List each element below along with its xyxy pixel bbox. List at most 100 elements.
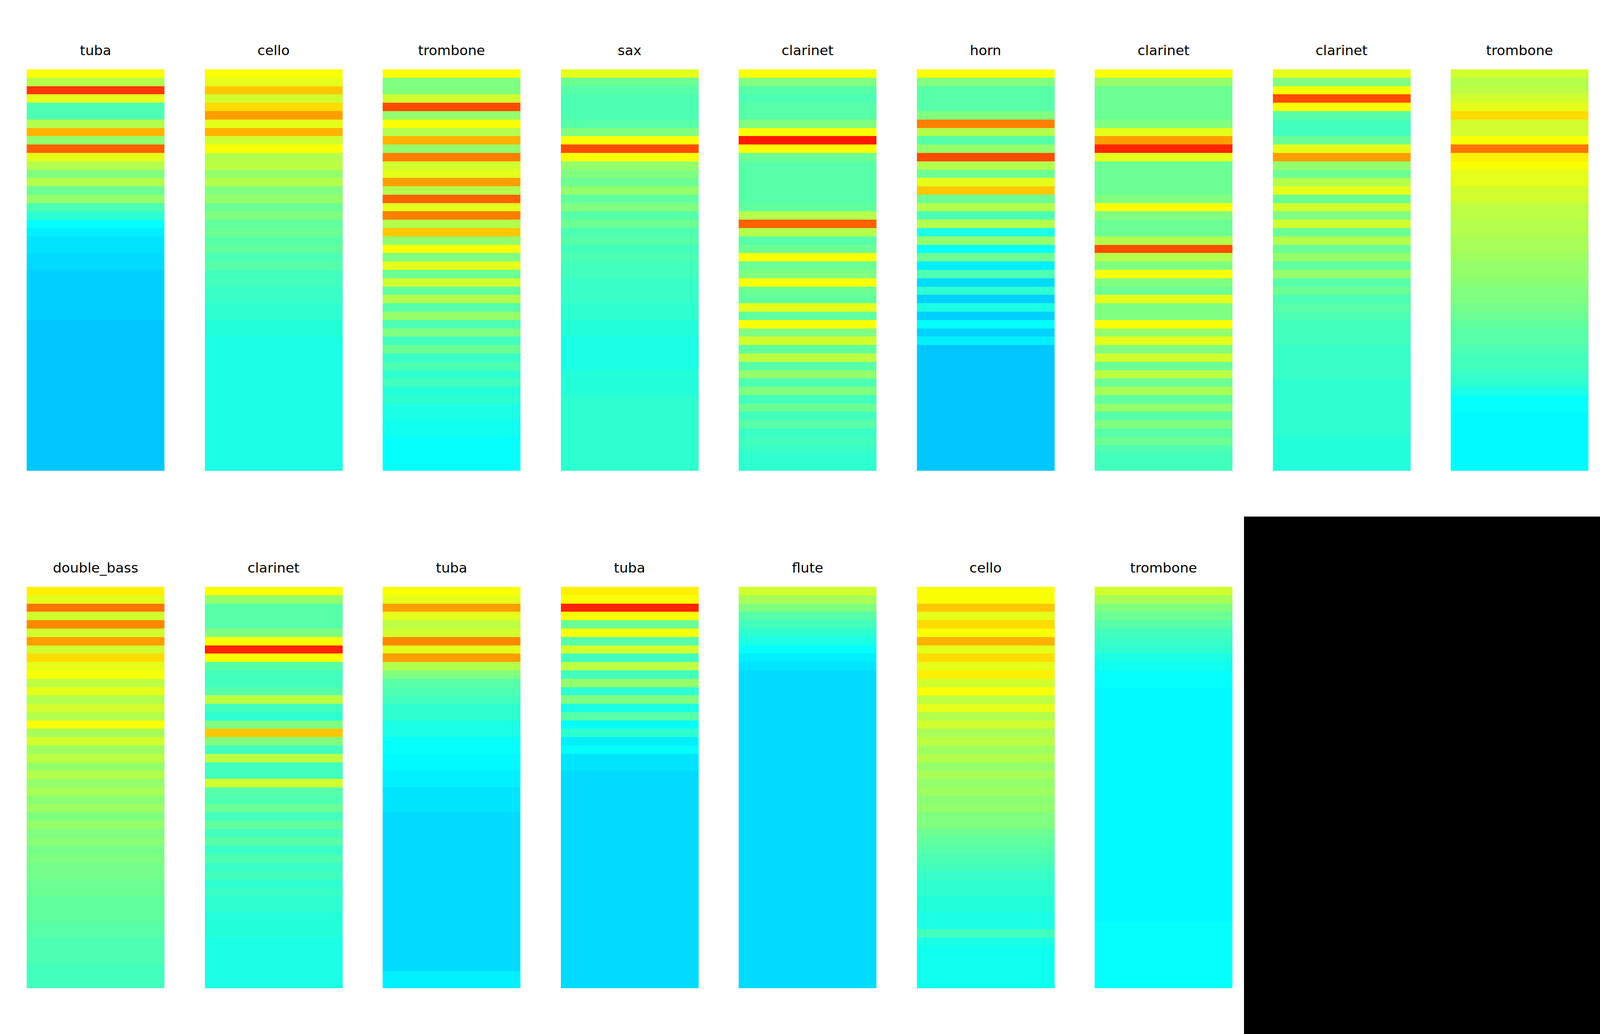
- heatmap-cell: [382, 403, 521, 412]
- heatmap-cell: [738, 228, 877, 237]
- heatmap-cell: [382, 311, 521, 320]
- panel: clarinet: [204, 559, 343, 988]
- panel-title: flute: [792, 559, 824, 576]
- heatmap-cell: [26, 228, 165, 237]
- heatmap-cell: [1450, 144, 1589, 153]
- heatmap-cell: [26, 278, 165, 287]
- heatmap-cell: [1094, 461, 1233, 471]
- heatmap-cell: [204, 219, 343, 228]
- heatmap-cell: [560, 353, 699, 362]
- heatmap-cell: [1450, 186, 1589, 195]
- heatmap-cell: [916, 586, 1055, 596]
- heatmap-cell: [1272, 144, 1411, 153]
- heatmap-cell: [560, 879, 699, 888]
- heatmap-cell: [1450, 294, 1589, 304]
- heatmap-cell: [1094, 303, 1233, 312]
- heatmap-cell: [26, 870, 165, 880]
- heatmap-cell: [1094, 937, 1233, 946]
- heatmap-cell: [916, 628, 1055, 637]
- heatmap-cell: [26, 703, 165, 712]
- heatmap-cell: [1272, 86, 1411, 95]
- heatmap-cell: [204, 77, 343, 87]
- heatmap-cell: [738, 928, 877, 938]
- heatmap-cell: [1094, 862, 1233, 871]
- heatmap-cell: [1450, 211, 1589, 220]
- heatmap-cell: [738, 661, 877, 671]
- heatmap-cell: [560, 144, 699, 153]
- heatmap-cell: [382, 203, 521, 212]
- heatmap-cell: [26, 403, 165, 412]
- heatmap-cell: [1450, 445, 1589, 454]
- heatmap-cell: [204, 261, 343, 270]
- heatmap-cell: [916, 595, 1055, 604]
- heatmap-cell: [916, 678, 1055, 688]
- heatmap-cell: [1094, 812, 1233, 821]
- heatmap-cell: [916, 645, 1055, 654]
- heatmap-cell: [382, 361, 521, 371]
- panel: trombone: [1450, 42, 1589, 471]
- heatmap-cell: [916, 211, 1055, 220]
- heatmap-cell: [738, 837, 877, 846]
- heatmap-cell: [1272, 303, 1411, 312]
- heatmap-cell: [382, 69, 521, 78]
- heatmap-cell: [916, 453, 1055, 462]
- heatmap-cell: [560, 294, 699, 304]
- heatmap-cell: [738, 812, 877, 821]
- heatmap-cell: [560, 453, 699, 462]
- heatmap-cell: [916, 152, 1055, 162]
- heatmap-cell: [382, 928, 521, 938]
- heatmap-cell: [1272, 278, 1411, 287]
- heatmap-cell: [916, 336, 1055, 345]
- heatmap-cell: [26, 845, 165, 855]
- heatmap-cell: [1272, 94, 1411, 103]
- heatmap-cell: [1272, 269, 1411, 279]
- heatmap-cell: [382, 453, 521, 462]
- heatmap-cell: [1450, 403, 1589, 412]
- panel: clarinet: [1094, 42, 1233, 471]
- heatmap-cell: [26, 970, 165, 980]
- heatmap-cell: [1272, 286, 1411, 296]
- heatmap-cell: [738, 420, 877, 429]
- heatmap-cell: [738, 219, 877, 228]
- heatmap-cell: [916, 420, 1055, 429]
- heatmap-cell: [382, 979, 521, 988]
- heatmap-cell: [1094, 712, 1233, 721]
- panel-title: trombone: [1486, 42, 1554, 59]
- panel: trombone: [382, 42, 521, 471]
- heatmap-cell: [560, 595, 699, 604]
- heatmap-cell: [1272, 461, 1411, 471]
- heatmap-cell: [26, 102, 165, 112]
- heatmap-cell: [560, 152, 699, 162]
- panel: horn: [916, 42, 1055, 471]
- heatmap-cell: [916, 177, 1055, 187]
- heatmap-cell: [382, 294, 521, 304]
- heatmap-cell: [1094, 895, 1233, 904]
- heatmap-cell: [204, 712, 343, 721]
- heatmap-cell: [382, 795, 521, 804]
- heatmap-cell: [1094, 595, 1233, 604]
- heatmap-cell: [1094, 687, 1233, 696]
- heatmap-cell: [738, 762, 877, 771]
- heatmap-cell: [204, 762, 343, 771]
- heatmap-cell: [1094, 962, 1233, 972]
- heatmap-cell: [1094, 69, 1233, 78]
- heatmap-cell: [204, 194, 343, 204]
- heatmap-cell: [560, 219, 699, 228]
- heatmap-cell: [738, 445, 877, 454]
- heatmap-cell: [1450, 378, 1589, 387]
- heatmap-cell: [916, 728, 1055, 737]
- heatmap-cell: [204, 954, 343, 963]
- heatmap-cell: [1272, 236, 1411, 245]
- panel: cello: [204, 42, 343, 471]
- heatmap-cell: [26, 203, 165, 212]
- heatmap-cell: [916, 753, 1055, 763]
- heatmap-cell: [382, 370, 521, 379]
- heatmap-cell: [560, 928, 699, 938]
- heatmap-cell: [1094, 753, 1233, 763]
- heatmap-cell: [26, 945, 165, 955]
- heatmap-cell: [382, 636, 521, 646]
- heatmap-cell: [916, 770, 1055, 779]
- heatmap-cell: [26, 378, 165, 387]
- heatmap-cell: [560, 804, 699, 813]
- heatmap-cell: [1272, 102, 1411, 112]
